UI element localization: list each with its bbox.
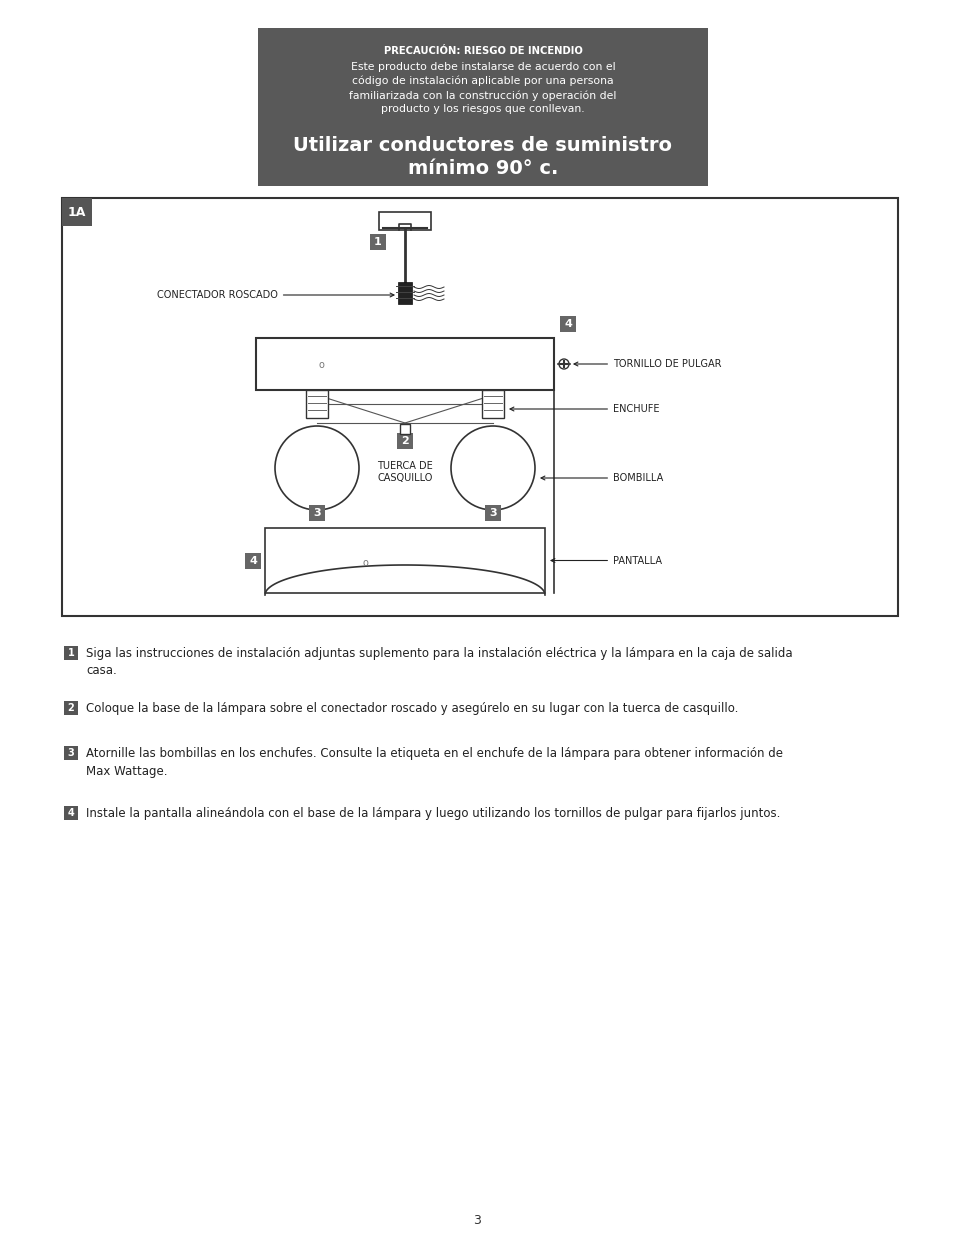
- Text: CONECTADOR ROSCADO: CONECTADOR ROSCADO: [157, 290, 394, 300]
- Text: 3: 3: [313, 508, 320, 517]
- Text: 4: 4: [68, 808, 74, 818]
- Bar: [559, 316, 576, 332]
- Text: 4: 4: [563, 319, 572, 329]
- Bar: [265, 529, 544, 593]
- Bar: [397, 282, 412, 304]
- Bar: [64, 646, 78, 659]
- Bar: [257, 28, 707, 186]
- Text: 1: 1: [374, 237, 381, 247]
- Text: 1A: 1A: [68, 205, 86, 219]
- Text: o: o: [362, 557, 368, 568]
- Text: Siga las instrucciones de instalación adjuntas suplemento para la instalación el: Siga las instrucciones de instalación ad…: [86, 647, 792, 678]
- Bar: [396, 433, 413, 450]
- Bar: [306, 390, 328, 417]
- Text: 3: 3: [489, 508, 497, 517]
- Text: 1: 1: [68, 648, 74, 658]
- Text: TORNILLO DE PULGAR: TORNILLO DE PULGAR: [574, 359, 720, 369]
- Bar: [64, 746, 78, 760]
- Text: PANTALLA: PANTALLA: [551, 556, 661, 566]
- Text: 3: 3: [473, 1214, 480, 1226]
- Text: PRECAUCIÓN: RIESGO DE INCENDIO: PRECAUCIÓN: RIESGO DE INCENDIO: [383, 46, 582, 56]
- Bar: [64, 701, 78, 715]
- Text: ENCHUFE: ENCHUFE: [510, 404, 659, 414]
- Bar: [245, 552, 261, 568]
- Text: Atornille las bombillas en los enchufes. Consulte la etiqueta en el enchufe de l: Atornille las bombillas en los enchufes.…: [86, 747, 782, 778]
- Bar: [309, 505, 325, 521]
- Text: Instale la pantalla alineándola con el base de la lámpara y luego utilizando los: Instale la pantalla alineándola con el b…: [86, 806, 780, 820]
- Bar: [62, 198, 91, 226]
- Bar: [399, 424, 410, 433]
- Bar: [484, 505, 500, 521]
- Bar: [370, 233, 386, 249]
- Text: Este producto debe instalarse de acuerdo con el
código de instalación aplicable : Este producto debe instalarse de acuerdo…: [349, 62, 616, 115]
- Text: 2: 2: [68, 703, 74, 713]
- Bar: [62, 198, 897, 616]
- Text: TUERCA DE
CASQUILLO: TUERCA DE CASQUILLO: [376, 461, 433, 483]
- Text: Coloque la base de la lámpara sobre el conectador roscado y asegúrelo en su luga: Coloque la base de la lámpara sobre el c…: [86, 701, 738, 715]
- Bar: [378, 212, 431, 230]
- Bar: [481, 390, 503, 417]
- Bar: [255, 338, 554, 390]
- Text: 2: 2: [400, 436, 409, 446]
- Text: o: o: [317, 359, 324, 370]
- Text: BOMBILLA: BOMBILLA: [540, 473, 662, 483]
- Text: Utilizar conductores de suministro
mínimo 90° c.: Utilizar conductores de suministro mínim…: [294, 136, 672, 178]
- Bar: [64, 806, 78, 820]
- Text: 4: 4: [249, 556, 256, 566]
- Text: 3: 3: [68, 748, 74, 758]
